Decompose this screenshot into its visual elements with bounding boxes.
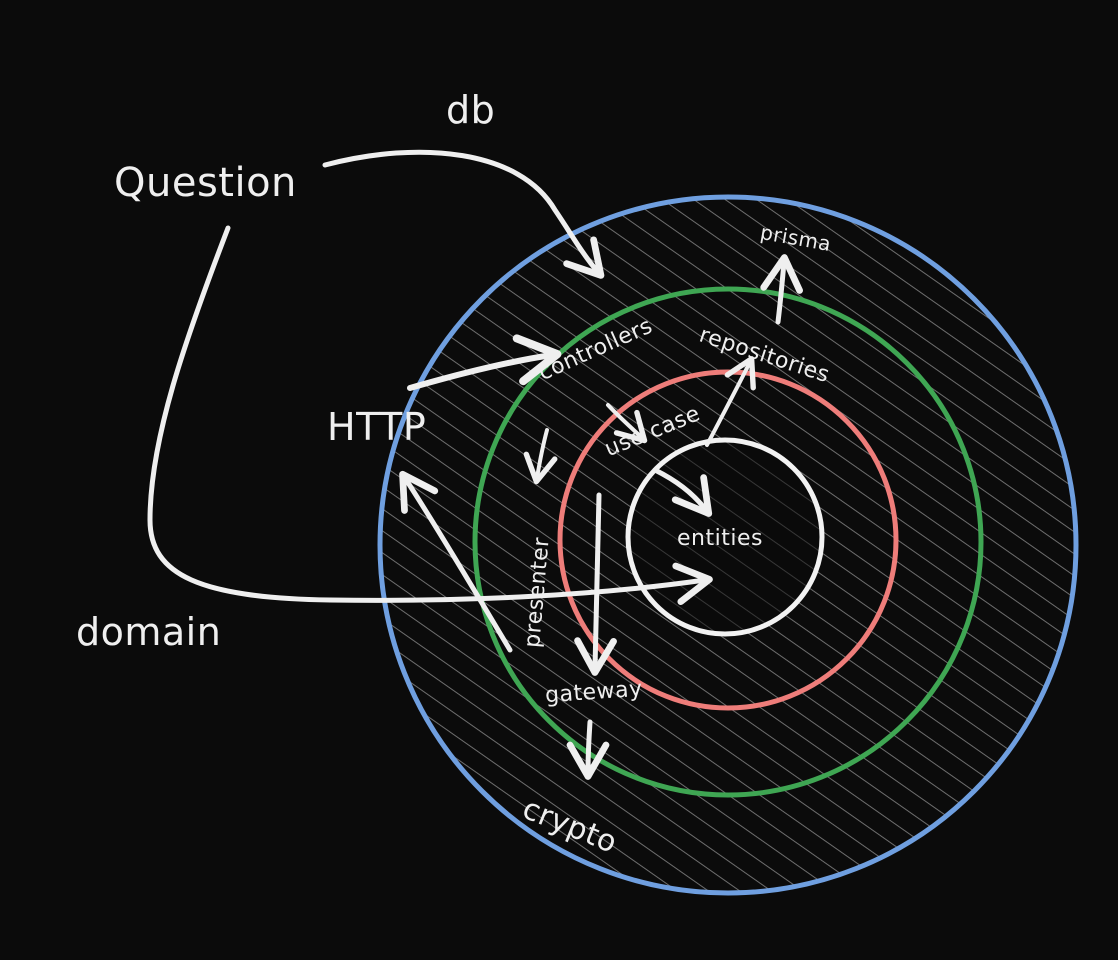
db-label: db (446, 88, 496, 132)
adapters-ring (472, 286, 984, 798)
domain-label: domain (76, 610, 222, 654)
arrow-question-to-db (322, 149, 605, 279)
arrow-http-to-controllers (407, 334, 562, 391)
arrow-gateway-to-crypto (566, 719, 610, 780)
arrow-usecase-to-repositories (705, 356, 756, 447)
arrow-usecase-to-entities (652, 467, 713, 517)
http-label: HTTP (327, 405, 427, 449)
entities-ring (625, 437, 825, 637)
arrow-presenter-to-http (399, 470, 513, 653)
outer-ring (377, 194, 1079, 896)
arrow-question-to-entities (147, 225, 713, 606)
entities-label: entities (677, 526, 763, 551)
arrow-usecase-to-gateway (574, 492, 617, 676)
arrow-controllers-to-presenter (523, 428, 558, 485)
arrow-repositories-to-prisma (760, 254, 803, 325)
arrow-controllers-to-usecase (606, 403, 648, 444)
question-label: Question (114, 160, 297, 206)
